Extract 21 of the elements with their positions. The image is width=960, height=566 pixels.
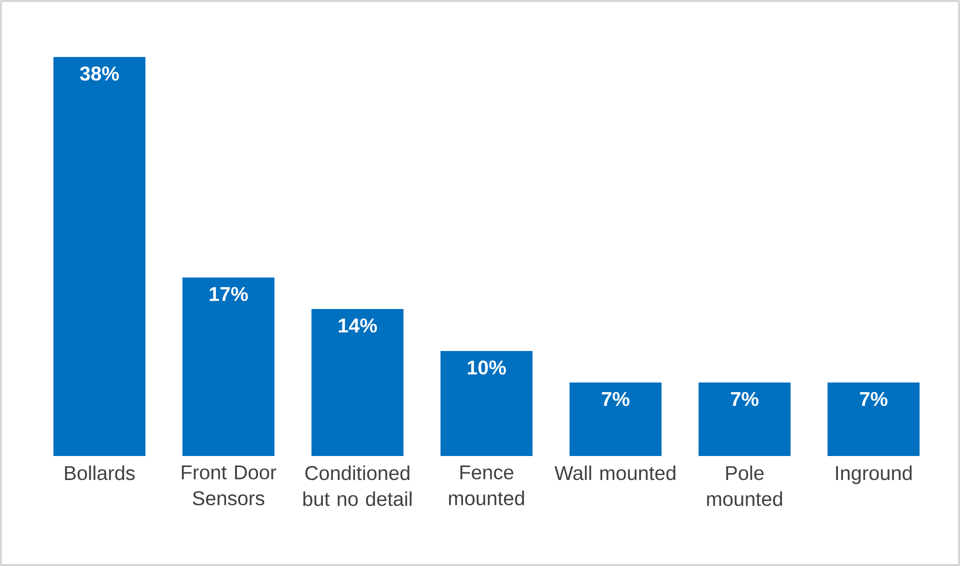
x-tick-label: Inground [836,466,912,484]
bar [570,382,662,456]
data-label: 38% [80,66,119,81]
bar [53,56,146,456]
bar [698,382,791,456]
x-tick-label: Pole mounted [707,466,782,506]
x-tick-label: Fence mounted [449,466,524,506]
data-label: 7% [731,392,758,406]
data-label: 7% [602,392,630,406]
x-tick-label: Bollards [65,466,135,480]
data-label: 14% [338,318,377,333]
bar [440,350,533,456]
bar [182,277,274,456]
data-label: 17% [210,287,248,302]
x-tick-label: Wall mounted [554,466,676,480]
bar [828,382,920,456]
bar [311,308,404,456]
data-label: 7% [860,392,888,406]
data-label: 10% [468,360,506,375]
x-tick-label: Conditioned but no detail [303,466,412,506]
x-tick-label: Front Door Sensors [182,466,276,506]
